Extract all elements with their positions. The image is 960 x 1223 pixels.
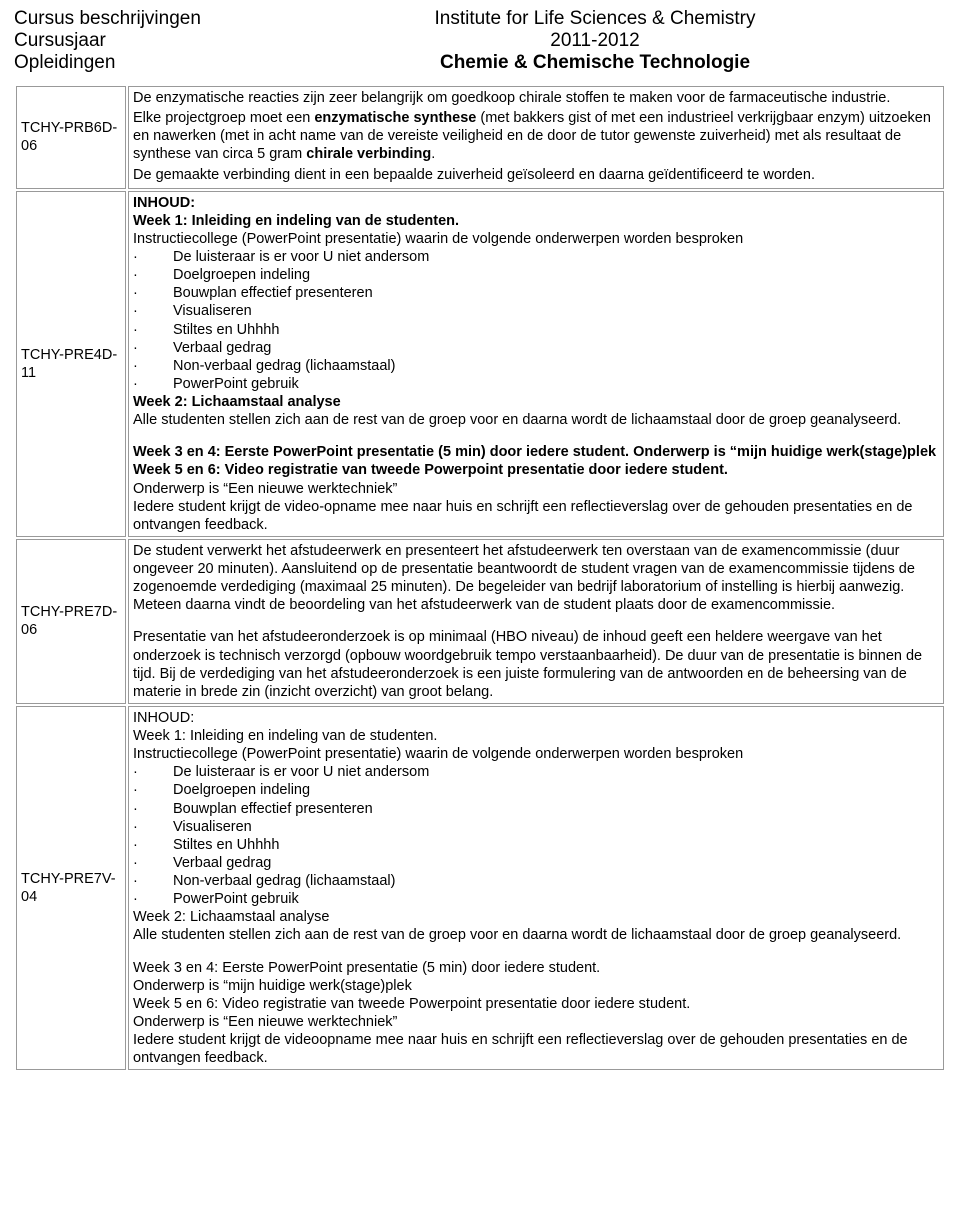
heading: INHOUD: — [133, 194, 939, 212]
text: Verbaal gedrag — [173, 339, 271, 357]
table-row: TCHY-PRB6D-06 De enzymatische reacties z… — [16, 86, 944, 189]
heading: Week 3 en 4: Eerste PowerPoint presentat… — [133, 443, 939, 461]
list-item: ·De luisteraar is er voor U niet anderso… — [133, 248, 939, 266]
list-item: ·Visualiseren — [133, 302, 939, 320]
text: Doelgroepen indeling — [173, 266, 310, 284]
text: Week 2: Lichaamstaal analyse — [133, 908, 939, 926]
text: Onderwerp is “Een nieuwe werktechniek” — [133, 1013, 939, 1031]
text: Bouwplan effectief presenteren — [173, 800, 373, 818]
course-desc: INHOUD: Week 1: Inleiding en indeling va… — [128, 706, 944, 1070]
header-left-3: Opleidingen — [14, 52, 234, 74]
list-item: ·De luisteraar is er voor U niet anderso… — [133, 763, 939, 781]
text: Visualiseren — [173, 302, 252, 320]
text: Non-verbaal gedrag (lichaamstaal) — [173, 872, 395, 890]
course-code: TCHY-PRB6D-06 — [16, 86, 126, 189]
heading: INHOUD: — [133, 709, 939, 727]
course-desc: INHOUD: Week 1: Inleiding en indeling va… — [128, 191, 944, 537]
table-row: TCHY-PRE7D-06 De student verwerkt het af… — [16, 539, 944, 704]
text: Onderwerp is “mijn huidige werk(stage)pl… — [133, 977, 939, 995]
text: Week 3 en 4: Eerste PowerPoint presentat… — [133, 959, 939, 977]
heading: Week 1: Inleiding en indeling van de stu… — [133, 212, 939, 230]
text: Alle studenten stellen zich aan de rest … — [133, 411, 939, 429]
text-bold: chirale verbinding — [306, 146, 431, 162]
heading: Week 2: Lichaamstaal analyse — [133, 393, 939, 411]
text: De gemaakte verbinding dient in een bepa… — [133, 166, 939, 184]
course-code: TCHY-PRE7V-04 — [16, 706, 126, 1070]
table-row: TCHY-PRE4D-11 INHOUD: Week 1: Inleiding … — [16, 191, 944, 537]
text: Stiltes en Uhhhh — [173, 321, 279, 339]
course-desc: De student verwerkt het afstudeerwerk en… — [128, 539, 944, 704]
text: Visualiseren — [173, 818, 252, 836]
header-right-1: Institute for Life Sciences & Chemistry — [244, 8, 946, 30]
text: Non-verbaal gedrag (lichaamstaal) — [173, 357, 395, 375]
text: Week 5 en 6: Video registratie van tweed… — [133, 995, 939, 1013]
list-item: ·PowerPoint gebruik — [133, 375, 939, 393]
text: De luisteraar is er voor U niet andersom — [173, 763, 429, 781]
course-desc: De enzymatische reacties zijn zeer belan… — [128, 86, 944, 189]
list-item: ·Non-verbaal gedrag (lichaamstaal) — [133, 872, 939, 890]
list-item: ·Doelgroepen indeling — [133, 781, 939, 799]
text: Doelgroepen indeling — [173, 781, 310, 799]
text: Iedere student krijgt de video-opname me… — [133, 498, 939, 534]
course-code: TCHY-PRE7D-06 — [16, 539, 126, 704]
text: Presentatie van het afstudeeronderzoek i… — [133, 628, 939, 701]
text: Instructiecollege (PowerPoint presentati… — [133, 230, 939, 248]
text: Bouwplan effectief presenteren — [173, 284, 373, 302]
text: Week 1: Inleiding en indeling van de stu… — [133, 727, 939, 745]
header-left: Cursus beschrijvingen Cursusjaar Opleidi… — [14, 8, 234, 74]
text: Elke projectgroep moet een — [133, 110, 314, 126]
text: Elke projectgroep moet een enzymatische … — [133, 109, 939, 163]
list-item: ·Verbaal gedrag — [133, 339, 939, 357]
list-item: ·Stiltes en Uhhhh — [133, 836, 939, 854]
text: Instructiecollege (PowerPoint presentati… — [133, 745, 939, 763]
heading: Week 5 en 6: Video registratie van tweed… — [133, 461, 939, 479]
text: De enzymatische reacties zijn zeer belan… — [133, 89, 939, 107]
list-item: ·Bouwplan effectief presenteren — [133, 284, 939, 302]
page-header: Cursus beschrijvingen Cursusjaar Opleidi… — [14, 8, 946, 74]
header-right-2: 2011-2012 — [244, 30, 946, 52]
text: Onderwerp is “Een nieuwe werktechniek” — [133, 480, 939, 498]
text: De student verwerkt het afstudeerwerk en… — [133, 542, 939, 615]
text: Verbaal gedrag — [173, 854, 271, 872]
list-item: ·PowerPoint gebruik — [133, 890, 939, 908]
list-item: ·Bouwplan effectief presenteren — [133, 800, 939, 818]
header-left-1: Cursus beschrijvingen — [14, 8, 234, 30]
text: Alle studenten stellen zich aan de rest … — [133, 926, 939, 944]
list-item: ·Verbaal gedrag — [133, 854, 939, 872]
header-right: Institute for Life Sciences & Chemistry … — [244, 8, 946, 74]
list-item: ·Visualiseren — [133, 818, 939, 836]
text: . — [431, 146, 435, 162]
list-item: ·Stiltes en Uhhhh — [133, 321, 939, 339]
course-code: TCHY-PRE4D-11 — [16, 191, 126, 537]
text: Stiltes en Uhhhh — [173, 836, 279, 854]
list-item: ·Non-verbaal gedrag (lichaamstaal) — [133, 357, 939, 375]
header-left-2: Cursusjaar — [14, 30, 234, 52]
text: PowerPoint gebruik — [173, 890, 299, 908]
header-right-3: Chemie & Chemische Technologie — [244, 52, 946, 74]
course-table: TCHY-PRB6D-06 De enzymatische reacties z… — [14, 84, 946, 1072]
list-item: ·Doelgroepen indeling — [133, 266, 939, 284]
text: PowerPoint gebruik — [173, 375, 299, 393]
text: De luisteraar is er voor U niet andersom — [173, 248, 429, 266]
text-bold: enzymatische synthese — [314, 110, 476, 126]
table-row: TCHY-PRE7V-04 INHOUD: Week 1: Inleiding … — [16, 706, 944, 1070]
text: Iedere student krijgt de videoopname mee… — [133, 1031, 939, 1067]
